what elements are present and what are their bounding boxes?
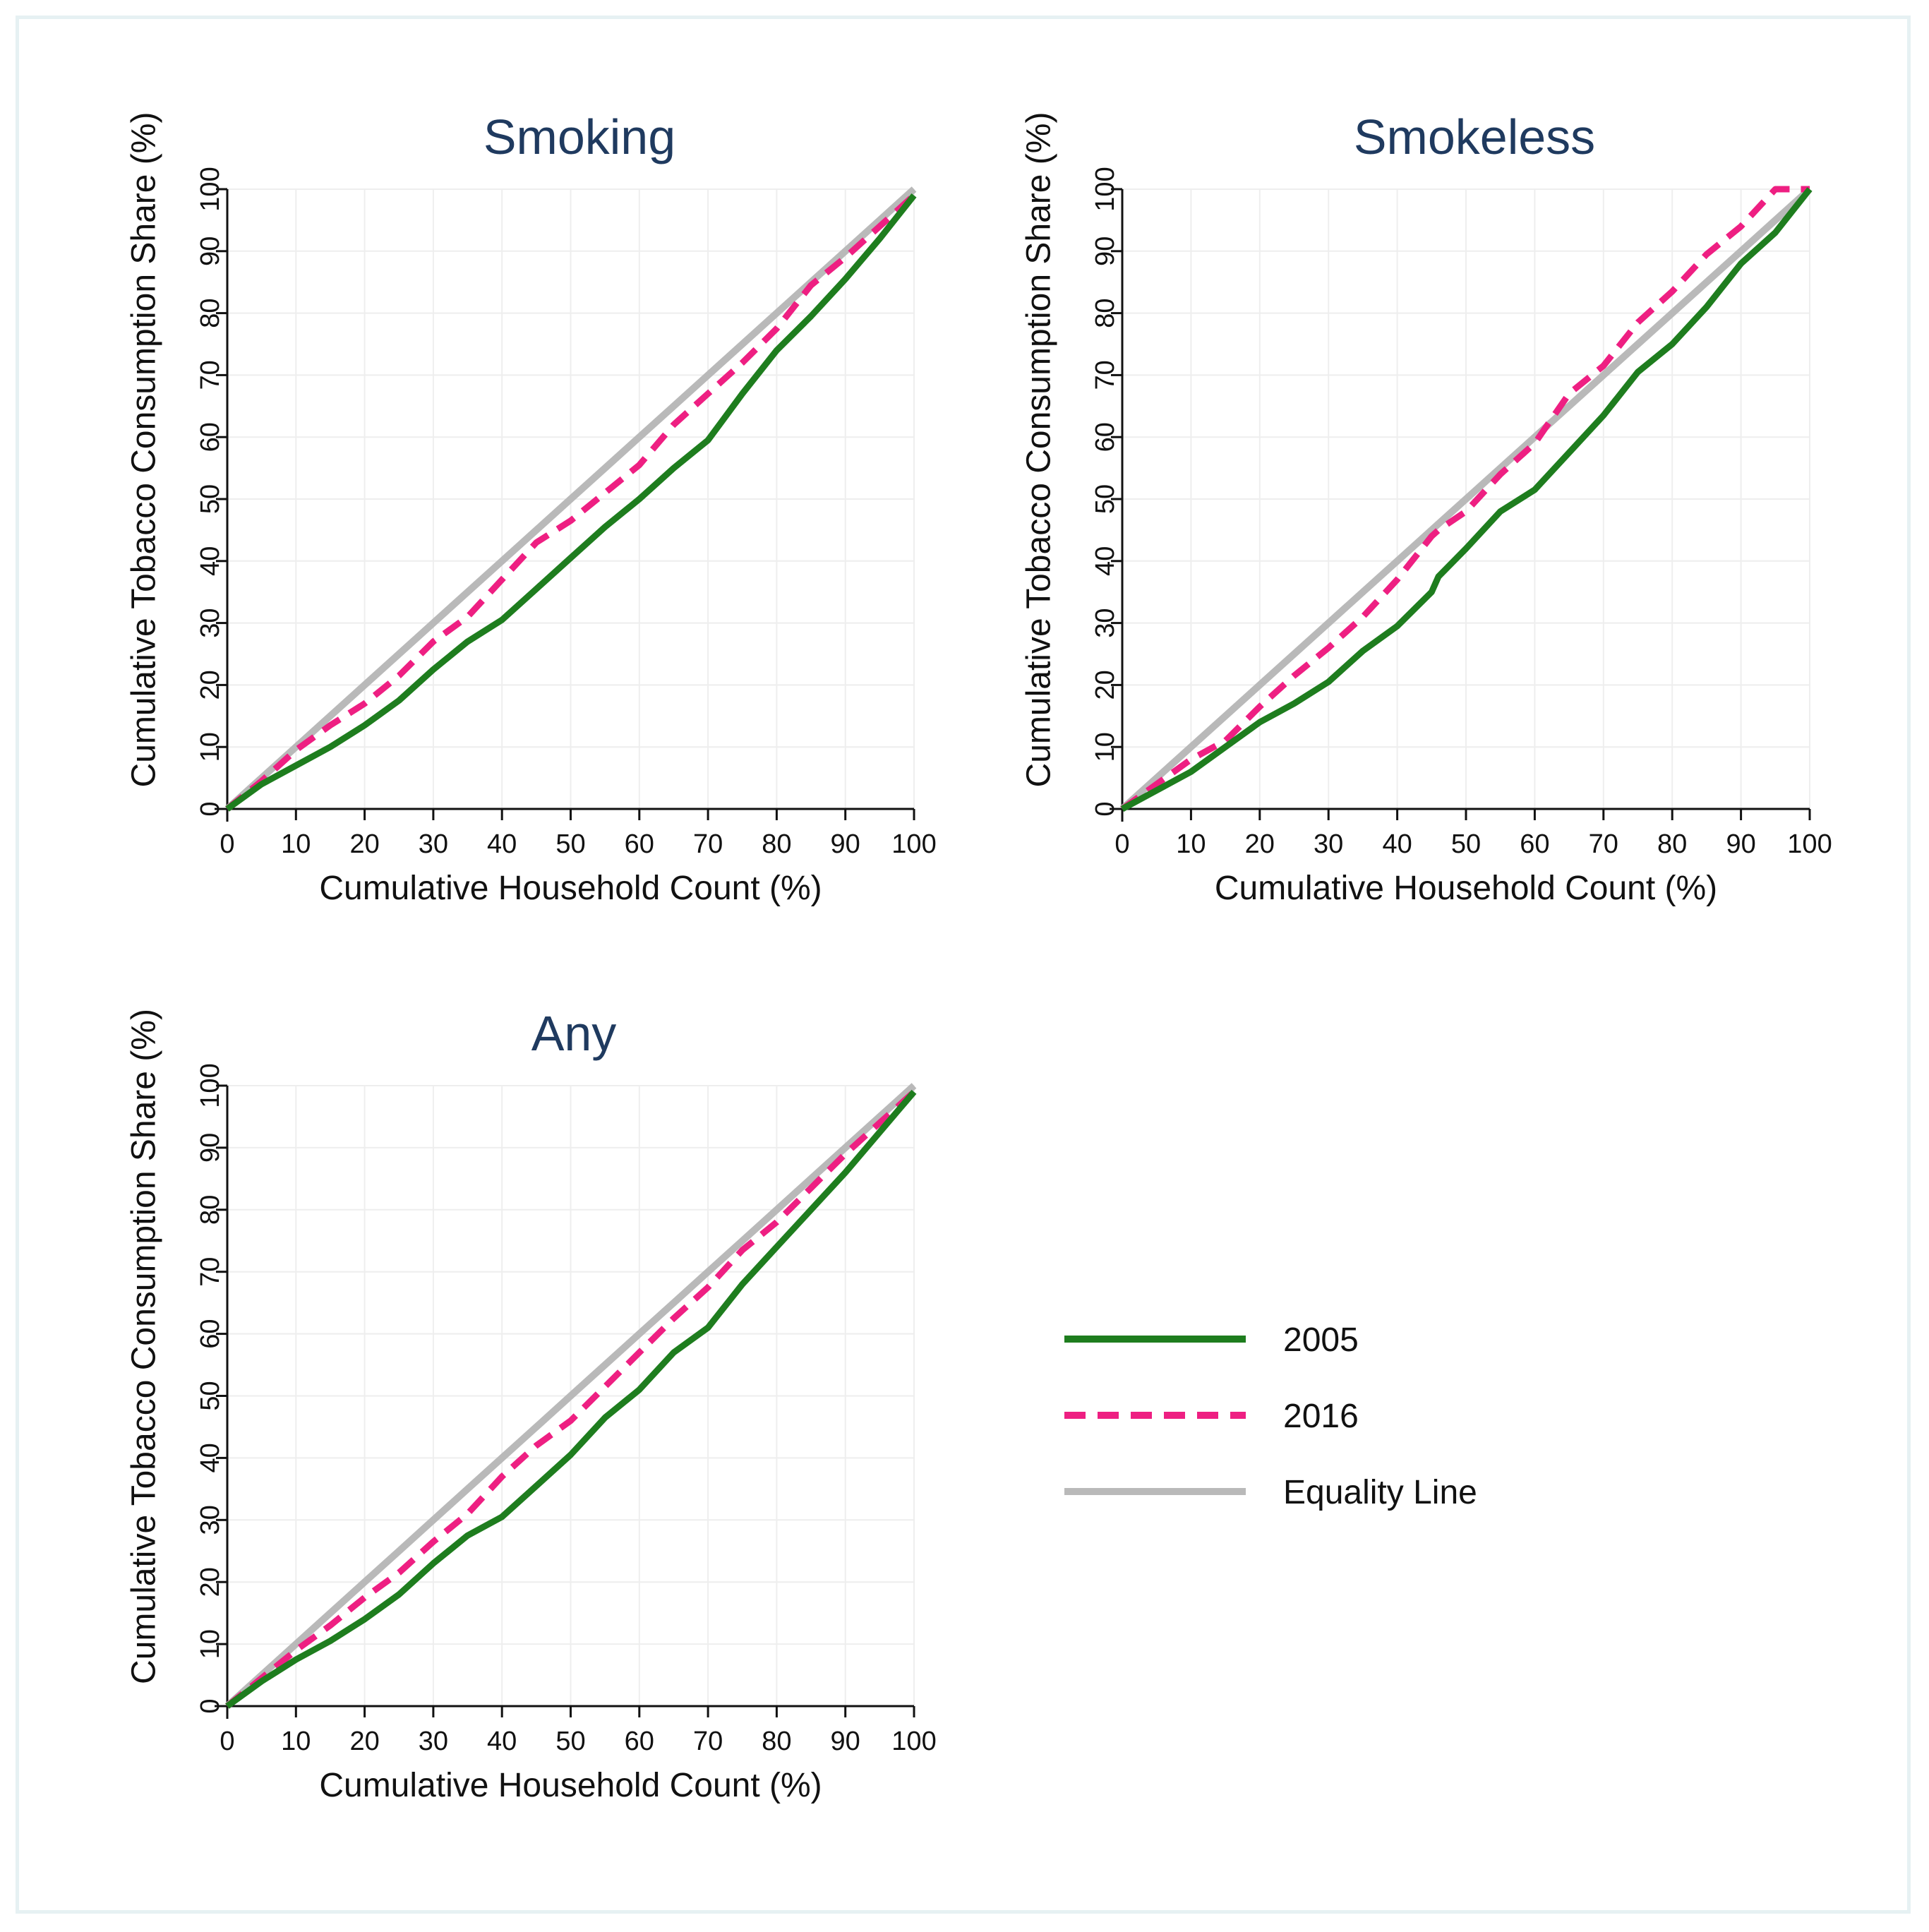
y-tick-label: 80 xyxy=(1090,298,1120,328)
x-tick-label: 100 xyxy=(891,829,936,859)
x-tick-label: 0 xyxy=(220,1727,234,1756)
chart-title: Smokeless xyxy=(1354,109,1595,164)
y-tick-label: 60 xyxy=(196,422,225,452)
figure-frame xyxy=(16,16,1911,1914)
x-tick-label: 50 xyxy=(555,1727,585,1756)
series-line-2005 xyxy=(1120,187,1813,812)
series-line-equality-line xyxy=(224,186,917,812)
x-tick-label: 90 xyxy=(831,829,860,859)
y-tick-label: 10 xyxy=(196,732,225,762)
y-tick-label: 40 xyxy=(196,546,225,576)
x-axis-label: Cumulative Household Count (%) xyxy=(1215,870,1717,907)
x-tick-label: 100 xyxy=(891,1727,936,1756)
y-tick-label: 60 xyxy=(1090,422,1120,452)
y-tick-label: 50 xyxy=(196,1381,225,1410)
y-tick-label: 50 xyxy=(196,484,225,514)
series-line-2005 xyxy=(225,193,917,812)
x-tick-label: 70 xyxy=(693,829,723,859)
x-tick-label: 0 xyxy=(1114,829,1129,859)
x-tick-label: 60 xyxy=(625,829,654,859)
x-tick-label: 80 xyxy=(1657,829,1687,859)
chart-panel-any: 0 10 20 30 40 50 60 70 80 90 100 0 10 20 30 40 50 60 70 80 9… xyxy=(126,1006,937,1804)
chart-panel-smoking: 0 10 20 30 40 50 60 70 80 90 100 0 10 20 30 40 50 60 70 80 9… xyxy=(126,109,937,907)
x-tick-label: 40 xyxy=(487,1727,517,1756)
y-tick-label: 90 xyxy=(1090,236,1120,266)
legend-label: Equality Line xyxy=(1283,1474,1477,1511)
x-tick-label: 10 xyxy=(281,829,311,859)
x-tick-label: 50 xyxy=(1451,829,1481,859)
series-line-2016 xyxy=(225,193,917,812)
series-line-2016 xyxy=(1120,186,1810,812)
x-tick-label: 10 xyxy=(1176,829,1206,859)
y-tick-label: 100 xyxy=(196,1063,225,1108)
x-tick-label: 70 xyxy=(693,1727,723,1756)
x-tick-label: 60 xyxy=(1520,829,1549,859)
y-tick-label: 10 xyxy=(196,1629,225,1659)
y-tick-label: 30 xyxy=(196,608,225,637)
x-tick-label: 40 xyxy=(487,829,517,859)
x-tick-label: 30 xyxy=(1314,829,1343,859)
y-tick-label: 40 xyxy=(1090,546,1120,576)
x-tick-label: 90 xyxy=(831,1727,860,1756)
x-tick-label: 40 xyxy=(1382,829,1412,859)
x-tick-label: 30 xyxy=(419,829,448,859)
y-tick-label: 20 xyxy=(196,1567,225,1597)
y-tick-label: 40 xyxy=(196,1443,225,1472)
y-axis-label: Cumulative Tobacco Consumption Share (%) xyxy=(1021,112,1058,788)
y-tick-label: 30 xyxy=(196,1505,225,1535)
y-tick-label: 70 xyxy=(196,360,225,390)
x-tick-label: 80 xyxy=(762,829,791,859)
x-tick-label: 50 xyxy=(555,829,585,859)
x-axis-label: Cumulative Household Count (%) xyxy=(319,870,822,907)
x-tick-label: 20 xyxy=(1245,829,1275,859)
y-tick-label: 70 xyxy=(196,1257,225,1287)
legend: 2005 2016 Equality Line xyxy=(1064,1321,1477,1511)
x-tick-label: 70 xyxy=(1589,829,1618,859)
y-tick-label: 20 xyxy=(196,670,225,700)
y-tick-label: 10 xyxy=(1090,732,1120,762)
y-tick-label: 80 xyxy=(196,1195,225,1225)
series-line-2016 xyxy=(225,1089,917,1709)
y-tick-label: 30 xyxy=(1090,608,1120,637)
x-tick-label: 90 xyxy=(1726,829,1755,859)
y-axis-label: Cumulative Tobacco Consumption Share (%) xyxy=(126,112,163,788)
legend-label: 2016 xyxy=(1283,1398,1359,1435)
x-tick-label: 0 xyxy=(220,829,234,859)
y-tick-label: 0 xyxy=(196,801,225,816)
y-tick-label: 20 xyxy=(1090,670,1120,700)
y-tick-label: 90 xyxy=(196,1133,225,1163)
y-tick-label: 0 xyxy=(1090,801,1120,816)
y-tick-label: 100 xyxy=(196,167,225,211)
chart-title: Smoking xyxy=(483,109,675,164)
x-tick-label: 100 xyxy=(1787,829,1832,859)
y-tick-label: 0 xyxy=(196,1698,225,1713)
y-tick-label: 70 xyxy=(1090,360,1120,390)
y-tick-label: 90 xyxy=(196,236,225,266)
chart-title: Any xyxy=(531,1006,617,1061)
x-tick-label: 80 xyxy=(762,1727,791,1756)
series-line-equality-line xyxy=(224,1083,917,1709)
x-tick-label: 10 xyxy=(281,1727,311,1756)
y-tick-label: 80 xyxy=(196,298,225,328)
chart-panel-smokeless: 0 10 20 30 40 50 60 70 80 90 100 0 10 20 30 40 50 60 70 80 9… xyxy=(1021,109,1832,907)
y-tick-label: 50 xyxy=(1090,484,1120,514)
y-axis-label: Cumulative Tobacco Consumption Share (%) xyxy=(126,1009,163,1684)
legend-label: 2005 xyxy=(1283,1321,1359,1359)
x-tick-label: 20 xyxy=(349,829,379,859)
x-tick-label: 20 xyxy=(349,1727,379,1756)
y-tick-label: 100 xyxy=(1090,167,1120,211)
x-axis-label: Cumulative Household Count (%) xyxy=(319,1767,822,1804)
series-line-2005 xyxy=(225,1089,917,1709)
series-line-equality-line xyxy=(1119,186,1813,812)
x-tick-label: 30 xyxy=(419,1727,448,1756)
x-tick-label: 60 xyxy=(625,1727,654,1756)
y-tick-label: 60 xyxy=(196,1319,225,1348)
